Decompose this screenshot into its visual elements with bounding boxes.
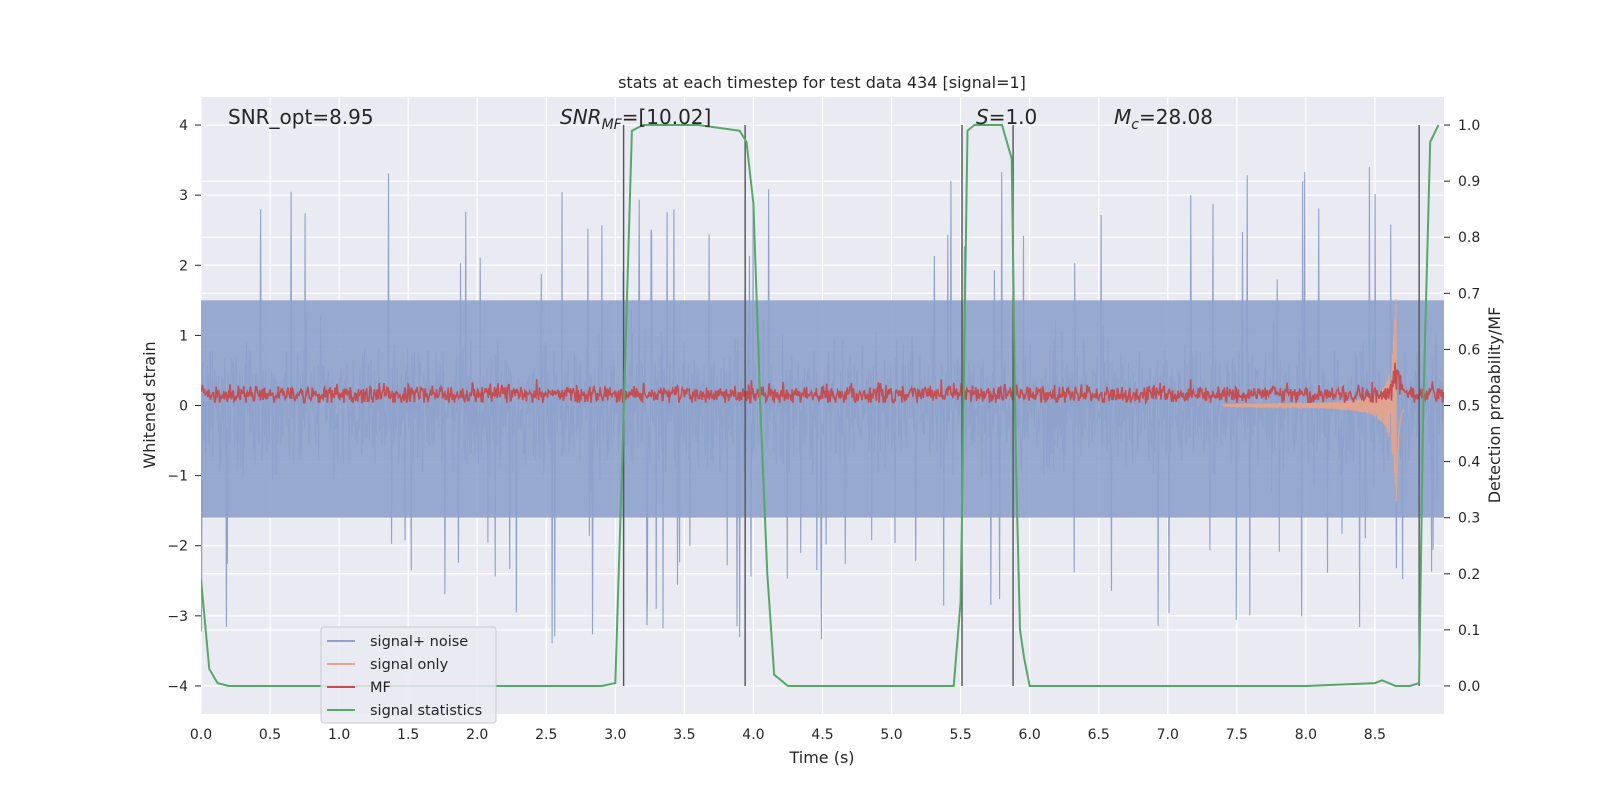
legend-label-signal-statistics: signal statistics — [370, 703, 482, 719]
y-tick-label-left: 0 — [179, 399, 188, 415]
x-tick-label: 1.5 — [397, 727, 419, 743]
y-tick-label-right: 0.1 — [1458, 623, 1480, 639]
y-axis-label-left: Whitened strain — [140, 341, 159, 468]
x-tick-label: 6.5 — [1088, 727, 1110, 743]
x-tick-label: 3.0 — [604, 727, 626, 743]
y-tick-label-right: 1.0 — [1458, 118, 1480, 134]
y-tick-label-left: 3 — [179, 188, 188, 204]
legend-label-mf: MF — [370, 680, 391, 696]
y-axis-label-right: Detection probability/MF — [1485, 307, 1504, 504]
y-tick-label-left: 2 — [179, 258, 188, 274]
y-tick-label-right: 0.5 — [1458, 399, 1480, 415]
x-tick-label: 4.5 — [811, 727, 833, 743]
annotation-snr-mf-main: SNR — [560, 105, 602, 129]
y-tick-label-right: 0.4 — [1458, 455, 1480, 471]
annotation-s: S=1.0 — [976, 105, 1037, 129]
y-tick-label-left: −4 — [167, 679, 188, 695]
y-tick-label-left: 1 — [179, 328, 188, 344]
legend-label-signal-only: signal only — [370, 657, 449, 673]
y-tick-label-left: −3 — [167, 609, 188, 625]
x-tick-label: 1.0 — [328, 727, 350, 743]
x-tick-label: 3.5 — [673, 727, 695, 743]
x-tick-label: 7.0 — [1157, 727, 1179, 743]
band-signal-noise — [201, 300, 1444, 518]
annotation-s-main: S — [976, 105, 989, 129]
x-tick-label: 2.0 — [466, 727, 488, 743]
line-mf — [201, 362, 1444, 406]
y-tick-label-right: 0.8 — [1458, 230, 1480, 246]
y-tick-label-right: 0.9 — [1458, 174, 1480, 190]
x-tick-label: 5.0 — [880, 727, 902, 743]
x-axis-label: Time (s) — [788, 748, 854, 767]
annotation-mc-value: =28.08 — [1139, 105, 1213, 129]
annotation-snr-mf: SNRMF=[10.02] — [560, 105, 711, 133]
x-tick-label: 8.0 — [1295, 727, 1317, 743]
x-tick-label: 0.5 — [259, 727, 281, 743]
legend-box — [320, 626, 497, 724]
annotation-snr-mf-value: =[10.02] — [622, 105, 712, 129]
annotation-snr-opt: SNR_opt=8.95 — [228, 105, 374, 129]
y-tick-label-right: 0.0 — [1458, 679, 1480, 695]
x-tick-label: 4.0 — [742, 727, 764, 743]
legend: signal+ noise signal only MF signal stat… — [320, 626, 497, 724]
x-tick-label: 0.0 — [190, 727, 212, 743]
x-tick-label: 7.5 — [1226, 727, 1248, 743]
annotation-mc-main: M — [1114, 105, 1131, 129]
annotation-mc-sub: c — [1131, 117, 1139, 133]
y-tick-label-right: 0.6 — [1458, 342, 1480, 358]
annotation-mc: Mc=28.08 — [1114, 105, 1213, 133]
y-tick-label-left: −2 — [167, 539, 188, 555]
y-tick-label-right: 0.7 — [1458, 286, 1480, 302]
y-tick-label-left: −1 — [167, 469, 188, 485]
series-signal-noise — [201, 167, 1444, 644]
x-tick-label: 2.5 — [535, 727, 557, 743]
annotation-snr-mf-sub: MF — [602, 117, 623, 133]
series-mf — [201, 362, 1444, 406]
series-signal-statistics — [201, 124, 1440, 687]
chart-title: stats at each timestep for test data 434… — [618, 73, 1026, 92]
x-tick-label: 8.5 — [1364, 727, 1386, 743]
axis-ticks: 0.0 0.5 1.0 1.5 2.0 2.5 3.0 3.5 4.0 4.5 5.0 5.5 6.0 6… — [167, 118, 1480, 743]
plot-area — [201, 124, 1444, 687]
x-tick-label: 5.5 — [949, 727, 971, 743]
legend-label-signal-noise: signal+ noise — [370, 634, 468, 650]
y-tick-label-right: 0.3 — [1458, 511, 1480, 527]
line-signal-statistics — [201, 124, 1440, 687]
y-tick-label-left: 4 — [179, 118, 188, 134]
y-tick-label-right: 0.2 — [1458, 567, 1480, 583]
annotation-s-value: =1.0 — [989, 105, 1038, 129]
x-tick-label: 6.0 — [1019, 727, 1041, 743]
